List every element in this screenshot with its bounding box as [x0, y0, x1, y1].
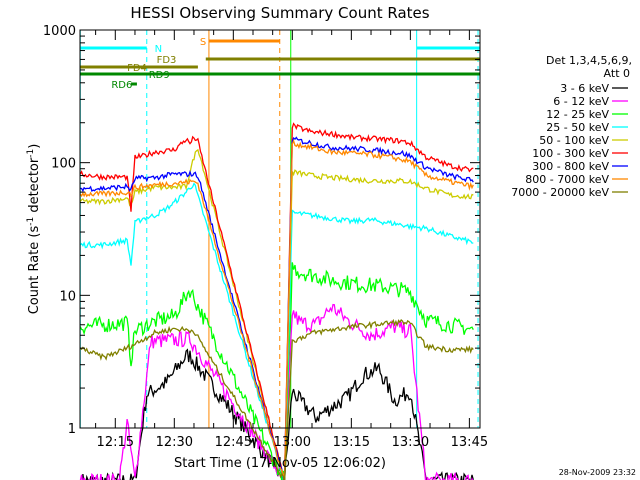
x-axis: 12:15 12:30 12:45 13:00 13:15 13:30 13:45	[95, 30, 488, 450]
series-line-7	[79, 138, 474, 480]
y-axis-label-sup2: -1	[26, 149, 36, 158]
legend-label-1: 6 - 12 keV	[553, 95, 609, 108]
series-lines	[79, 122, 474, 480]
series-line-1	[79, 303, 474, 480]
timestamp: 28-Nov-2009 23:32	[559, 468, 636, 477]
y-axis-label: Count Rate (s-1 detector-1)	[26, 144, 42, 315]
x-tick-label: 13:00	[274, 435, 311, 450]
legend-label-7: 800 - 7000 keV	[525, 173, 609, 186]
series-line-5	[79, 122, 474, 480]
y-tick-label: 100	[51, 157, 76, 172]
legend-label-5: 100 - 300 keV	[532, 147, 609, 160]
legend-label-6: 300 - 800 keV	[532, 160, 609, 173]
chart-title: HESSI Observing Summary Count Rates	[130, 4, 429, 22]
flag-label-fd4: FD4	[127, 63, 147, 74]
y-axis-label-part1: Count Rate (s	[27, 226, 42, 315]
x-tick-label: 12:45	[215, 435, 252, 450]
series-line-2	[79, 262, 474, 480]
legend-label-3: 25 - 50 keV	[546, 121, 609, 134]
legend-header-attenuator: Att 0	[604, 67, 630, 80]
flag-label-rd9: RD9	[149, 70, 170, 81]
y-axis: 1 10 100 1000	[43, 24, 480, 437]
series-line-8	[79, 318, 474, 480]
legend-label-2: 12 - 25 keV	[546, 108, 609, 121]
y-tick-label: 1	[68, 422, 76, 437]
flag-label-fd3: FD3	[157, 55, 177, 66]
legend-label-4: 50 - 100 keV	[539, 134, 609, 147]
x-tick-label: 13:15	[333, 435, 370, 450]
x-axis-label: Start Time (17-Nov-05 12:06:02)	[174, 456, 386, 471]
flag-label-s: S	[200, 37, 206, 48]
x-tick-label: 12:30	[156, 435, 193, 450]
y-tick-label: 1000	[43, 24, 76, 39]
series-line-6	[80, 136, 474, 480]
plot-frame	[79, 29, 481, 429]
x-tick-label: 13:45	[451, 435, 488, 450]
y-axis-label-part2: detector	[27, 157, 42, 217]
x-tick-label: 12:15	[97, 435, 134, 450]
y-axis-label-part3: )	[27, 144, 42, 149]
flag-label-n: N	[155, 44, 162, 55]
x-tick-label: 13:30	[392, 435, 429, 450]
y-tick-label: 10	[59, 289, 76, 304]
legend-label-8: 7000 - 20000 keV	[511, 186, 609, 199]
flag-label-rd6: RD6	[111, 80, 132, 91]
legend-header-detectors: Det 1,3,4,5,6,9,	[546, 54, 632, 67]
y-axis-label-sup1: -1	[26, 217, 36, 226]
legend-label-0: 3 - 6 keV	[560, 82, 609, 95]
